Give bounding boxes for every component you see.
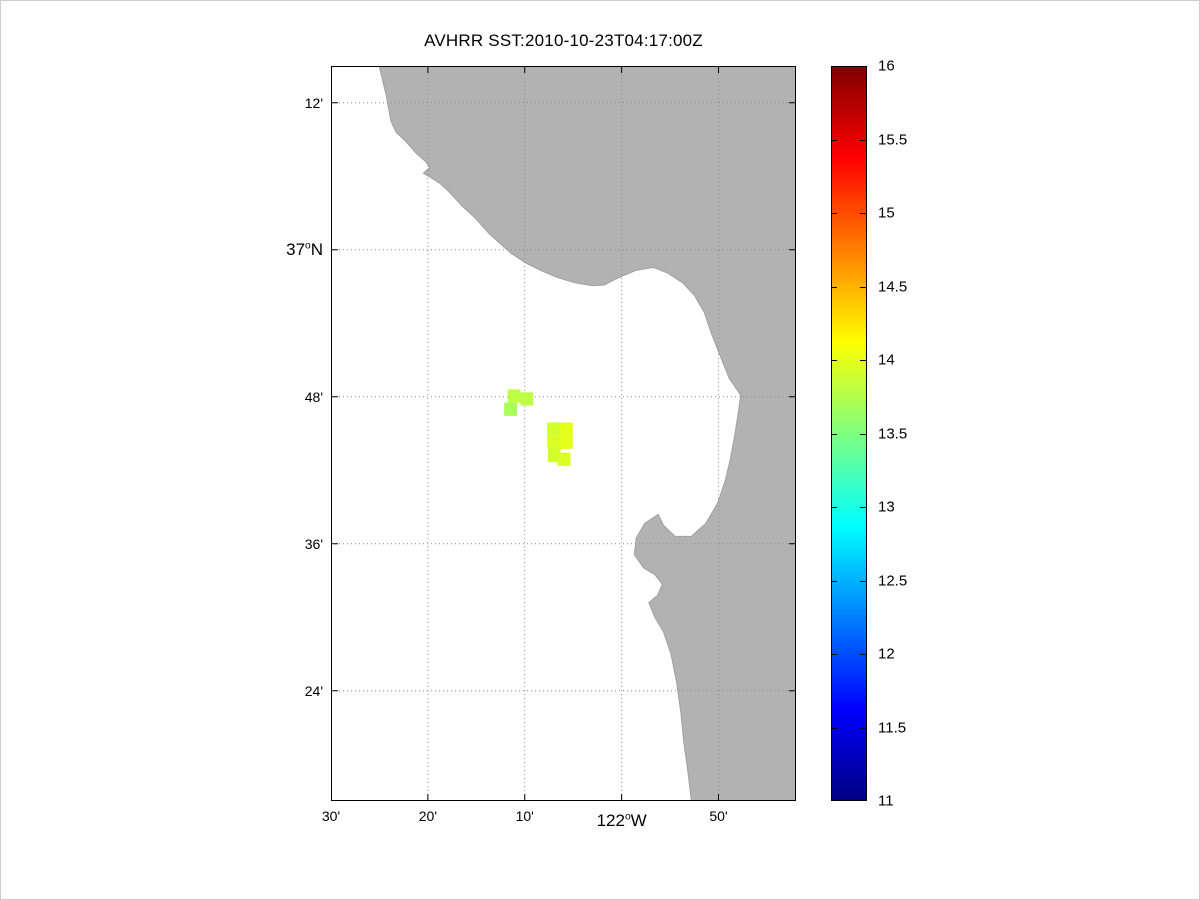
sst-cell xyxy=(547,435,560,449)
colorbar-tick-label: 15.5 xyxy=(878,131,908,148)
colorbar-tick xyxy=(831,654,837,655)
colorbar-tick xyxy=(860,139,866,141)
colorbar-tick-label: 11 xyxy=(878,792,894,810)
colorbar-tick-label: 13 xyxy=(878,498,895,516)
colorbar-tick xyxy=(831,139,837,141)
sst-cell xyxy=(504,402,517,416)
y-tick-label: 37oN xyxy=(286,239,323,259)
colorbar-tick xyxy=(860,800,866,801)
colorbar-tick xyxy=(831,727,837,729)
colorbar-tick xyxy=(831,580,837,582)
colorbar-tick xyxy=(831,507,837,508)
colorbar-tick xyxy=(831,66,837,67)
chart-title: AVHRR SST:2010-10-23T04:17:00Z xyxy=(424,31,703,50)
colorbar-tick-label: 12.5 xyxy=(878,572,908,589)
x-tick-label: 122oW xyxy=(596,811,647,830)
colorbar-tick-label: 14 xyxy=(878,351,895,369)
x-tick-label: 10' xyxy=(515,808,534,824)
y-tick-label: 24' xyxy=(304,682,323,699)
x-tick-label: 30' xyxy=(321,808,341,824)
map-canvas xyxy=(331,66,796,801)
colorbar-tick xyxy=(831,286,837,288)
colorbar-tick xyxy=(831,360,837,361)
colorbar-tick-label: 12 xyxy=(878,645,895,663)
colorbar-tick xyxy=(860,433,866,435)
y-tick-label: 36' xyxy=(304,535,323,552)
colorbar-tick xyxy=(860,507,866,508)
colorbar-tick-label: 16 xyxy=(878,57,895,75)
sst-cell xyxy=(507,389,521,403)
x-tick-label: 50' xyxy=(709,808,728,824)
sst-cell xyxy=(560,435,573,449)
map-plot: 12' 37oN 48' 36' 24' 30' 20' 10' 122oW 50' xyxy=(286,66,796,830)
colorbar-tick xyxy=(860,286,866,288)
sst-cell xyxy=(547,448,561,463)
colorbar-tick xyxy=(831,800,837,801)
y-tick-label: 48' xyxy=(304,388,323,405)
y-tick-label: 12' xyxy=(304,94,323,111)
colorbar-tick xyxy=(860,727,866,729)
colorbar-tick xyxy=(831,213,837,214)
x-axis-tick-labels: 30' 20' 10' 122oW 50' xyxy=(322,801,796,845)
sst-cell xyxy=(520,392,534,406)
sst-cell xyxy=(547,422,560,436)
colorbar-tick-label: 13.5 xyxy=(878,425,908,442)
colorbar-tick xyxy=(860,580,866,582)
y-axis-tick-labels: 12' 37oN 48' 36' 24' xyxy=(235,66,331,801)
colorbar-tick-label: 11.5 xyxy=(878,719,907,736)
colorbar-tick xyxy=(860,66,866,67)
colorbar-tick xyxy=(860,213,866,214)
colorbar-tick-labels: 11 11.5 12 12.5 13 13.5 14 14.5 15 15.5 16 xyxy=(867,58,937,810)
x-tick-label: 20' xyxy=(418,808,437,824)
colorbar-tick-label: 14.5 xyxy=(878,278,908,295)
colorbar-tick xyxy=(831,433,837,435)
colorbar-tick xyxy=(860,654,866,655)
colorbar-tick-label: 15 xyxy=(878,204,895,222)
sst-cell xyxy=(560,422,573,436)
sst-cell xyxy=(557,452,571,466)
colorbar: 11 11.5 12 12.5 13 13.5 14 14.5 15 15.5 16 xyxy=(831,58,907,810)
colorbar-tick xyxy=(860,360,866,361)
